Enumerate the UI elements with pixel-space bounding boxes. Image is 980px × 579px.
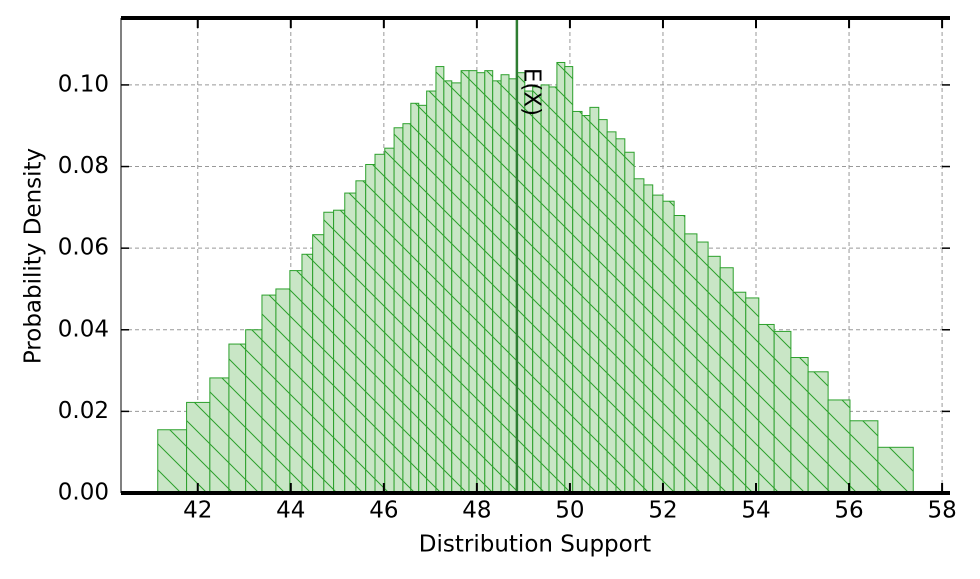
bar-hatch (615, 138, 625, 493)
bar-hatch (684, 233, 697, 493)
bar-hatch (643, 184, 653, 493)
bar-hatch (418, 105, 427, 493)
bar-hatch (828, 399, 850, 493)
bar-hatch (548, 86, 557, 493)
bar-hatch (275, 288, 290, 493)
y-tick-label: 0.02 (58, 398, 109, 424)
bar-hatch (323, 212, 334, 493)
bar-hatch (556, 62, 565, 494)
x-tick-label: 48 (462, 498, 491, 524)
bar-hatch (312, 234, 324, 493)
y-tick-label: 0.00 (58, 480, 109, 506)
bar-hatch (733, 292, 746, 493)
x-tick-label: 56 (834, 498, 863, 524)
bar-hatch (492, 80, 502, 494)
bar-hatch (598, 119, 608, 493)
bar-hatch (186, 402, 210, 493)
bar-hatch (261, 295, 276, 493)
bar-hatch (365, 164, 376, 493)
x-tick-label: 46 (369, 498, 398, 524)
bar-hatch (720, 267, 734, 493)
bar-hatch (451, 82, 462, 493)
bar-hatch (652, 195, 663, 494)
bar-hatch (301, 254, 313, 493)
bar-hatch (634, 178, 644, 493)
bar-hatch (394, 127, 403, 493)
bar-hatch (564, 66, 573, 493)
bar-hatch (228, 344, 246, 493)
x-tick-label: 42 (183, 498, 212, 524)
bar-hatch (209, 377, 229, 493)
x-tick-label: 44 (276, 498, 305, 524)
x-tick-label: 58 (927, 498, 956, 524)
bar-hatch (508, 78, 517, 494)
bar-hatch (344, 193, 356, 493)
bar-hatch (289, 270, 302, 493)
bar-hatch (877, 447, 914, 493)
bar-hatch (774, 331, 791, 493)
bar-hatch (333, 210, 345, 493)
bar-hatch (484, 70, 493, 493)
bar-hatch (790, 357, 809, 493)
bar-hatch (708, 256, 721, 493)
bar-hatch (402, 123, 411, 493)
y-tick-label: 0.10 (58, 71, 109, 97)
bar-hatch (662, 201, 675, 493)
bar-hatch (375, 154, 385, 494)
bar-hatch (808, 371, 829, 493)
bar-hatch (607, 131, 616, 493)
y-tick-label: 0.08 (58, 153, 109, 179)
bar-hatch (355, 180, 366, 494)
x-tick-label: 54 (741, 498, 770, 524)
x-tick-label: 50 (555, 498, 584, 524)
x-tick-label: 52 (648, 498, 677, 524)
bar-hatch (426, 91, 436, 493)
bar-hatch (582, 115, 590, 494)
y-tick-label: 0.04 (58, 316, 109, 342)
bar-hatch (516, 72, 525, 493)
bar-hatch (624, 152, 635, 493)
bar-hatch (572, 111, 583, 493)
bar-hatch (410, 103, 419, 493)
bar-hatch (849, 420, 878, 493)
bar-hatch (674, 215, 685, 493)
bar-hatch (745, 297, 759, 493)
bar-hatch (245, 329, 262, 493)
bar-hatch (696, 242, 709, 493)
bar-hatch (532, 86, 542, 493)
y-tick-label: 0.06 (58, 235, 109, 261)
bar-hatch (524, 91, 533, 493)
bar-hatch (461, 70, 469, 493)
bar-hatch (501, 74, 509, 494)
bar-hatch (384, 148, 395, 493)
bar-hatch (468, 70, 477, 493)
bar-hatch (476, 72, 485, 493)
bar-hatch (758, 324, 775, 493)
y-axis-label: Probability Density (21, 148, 47, 364)
bar-hatch (589, 107, 599, 493)
mean-label: E(X) (518, 68, 544, 116)
bar-hatch (157, 429, 187, 493)
bar-hatch (443, 80, 452, 494)
bar-hatch (435, 66, 444, 493)
x-axis-label: Distribution Support (419, 532, 651, 558)
bar-hatch (541, 84, 549, 493)
